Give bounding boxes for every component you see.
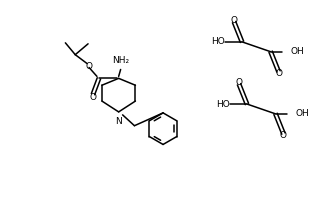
Text: HO: HO (211, 37, 225, 46)
Text: O: O (280, 131, 287, 140)
Text: NH₂: NH₂ (112, 56, 129, 65)
Text: O: O (275, 69, 282, 78)
Text: O: O (85, 62, 92, 71)
Text: OH: OH (295, 109, 309, 118)
Text: O: O (89, 93, 96, 102)
Text: O: O (230, 16, 238, 25)
Text: HO: HO (216, 99, 230, 108)
Text: N: N (115, 117, 122, 126)
Text: OH: OH (290, 47, 304, 56)
Text: O: O (236, 78, 243, 87)
